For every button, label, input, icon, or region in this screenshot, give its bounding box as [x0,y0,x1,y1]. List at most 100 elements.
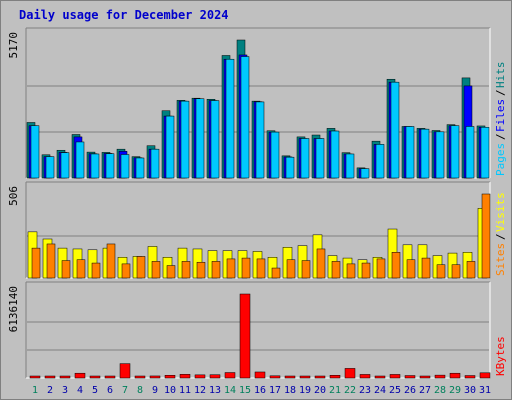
sites-bar-day-28 [436,264,446,279]
sites-bar-day-30 [466,261,476,279]
x-tick-label-day-13: 13 [209,385,221,396]
sites-bar-day-21 [331,261,341,279]
pages-bar-day-31 [480,127,490,179]
sites-bar-day-4 [76,259,86,279]
kbytes-bar-day-13 [209,374,221,379]
kbytes-bar-day-16 [254,371,266,379]
kbytes-bar-day-10 [164,375,176,379]
kbytes-bar-day-20 [314,375,326,379]
kbytes-bar-day-4 [74,372,86,379]
pages-bar-day-12 [195,98,205,179]
kbytes-bar-day-28 [434,374,446,379]
panel-3-ymax-label: 6136140 [7,286,20,332]
x-tick-label-day-21: 21 [329,385,341,396]
x-tick-label-day-17: 17 [269,385,281,396]
pages-bar-day-1 [30,125,40,179]
pages-bar-day-25 [390,81,400,179]
pages-bar-day-22 [345,153,355,179]
sites-bar-day-7 [121,263,131,279]
sites-bar-day-20 [316,248,326,279]
sites-bar-day-22 [346,263,356,279]
sites-bar-day-16 [256,258,266,279]
pages-bar-day-7 [120,154,130,179]
x-tick-label-day-29: 29 [449,385,461,396]
sites-bar-day-2 [46,243,56,279]
sites-bar-day-29 [451,264,461,279]
sites-bar-day-11 [181,261,191,279]
x-tick-label-day-2: 2 [47,385,53,396]
panel-2-legend-sites: Sites [494,243,507,276]
pages-bar-day-4 [75,141,85,179]
x-tick-label-day-11: 11 [179,385,191,396]
pages-bar-day-27 [420,128,430,179]
sites-bar-day-18 [286,259,296,279]
panel-1-legend-separator: / [494,133,507,140]
panel-1-ymax-label: 5170 [7,32,20,59]
sites-bar-day-3 [61,260,71,279]
sites-bar-day-8 [136,256,146,279]
pages-bar-day-21 [330,130,340,179]
pages-bar-day-20 [315,138,325,179]
x-tick-label-day-15: 15 [239,385,251,396]
x-tick-label-day-12: 12 [194,385,206,396]
pages-bar-day-3 [60,152,70,179]
x-tick-label-day-8: 8 [137,385,143,396]
pages-bar-day-18 [285,156,295,179]
x-tick-label-day-16: 16 [254,385,266,396]
panel-2-ymax-label: 506 [7,186,20,206]
pages-bar-day-26 [405,126,415,179]
panel-1-legend-files: Files [494,99,507,132]
x-tick-label-day-23: 23 [359,385,371,396]
kbytes-bar-day-31 [479,372,491,379]
chart-title: Daily usage for December 2024 [19,8,229,22]
panel-1-legend-hits: Hits [494,62,507,89]
x-tick-label-day-28: 28 [434,385,446,396]
panel-3-legend-kbytes: KBytes [494,336,507,376]
x-tick-label-day-31: 31 [479,385,491,396]
kbytes-bar-day-17 [269,375,281,379]
x-tick-label-day-25: 25 [389,385,401,396]
x-tick-label-day-6: 6 [107,385,113,396]
pages-bar-day-13 [210,100,220,179]
kbytes-bar-day-23 [359,374,371,379]
panel-1-legend-pages: Pages [494,143,507,176]
kbytes-bar-day-18 [284,375,296,379]
sites-bar-day-25 [391,252,401,279]
x-tick-label-day-4: 4 [77,385,83,396]
sites-bar-day-5 [91,262,101,279]
x-tick-label-day-10: 10 [164,385,176,396]
sites-bar-day-9 [151,261,161,279]
panel-2-legend-visits: Visits [494,192,507,232]
sites-bar-day-17 [271,267,281,279]
kbytes-bar-day-21 [329,375,341,379]
pages-bar-day-2 [45,156,55,179]
sites-bar-day-31 [481,193,491,279]
kbytes-bar-day-15 [239,293,251,379]
x-tick-label-day-26: 26 [404,385,416,396]
kbytes-bar-day-24 [374,375,386,379]
panel-2-legend-separator: / [494,233,507,240]
kbytes-bar-day-2 [44,375,56,379]
sites-bar-day-15 [241,257,251,279]
sites-bar-day-23 [361,262,371,279]
pages-bar-day-5 [90,153,100,179]
pages-bar-day-16 [255,101,265,179]
x-tick-label-day-14: 14 [224,385,236,396]
kbytes-bar-day-7 [119,363,131,379]
panel-1-legend-separator: / [494,89,507,96]
x-tick-label-day-1: 1 [32,385,38,396]
x-tick-label-day-5: 5 [92,385,98,396]
x-tick-label-day-27: 27 [419,385,431,396]
pages-bar-day-19 [300,138,310,179]
kbytes-bar-day-6 [104,375,116,379]
x-tick-label-day-24: 24 [374,385,386,396]
pages-bar-day-11 [180,100,190,179]
kbytes-bar-day-1 [29,375,41,379]
x-tick-label-day-30: 30 [464,385,476,396]
pages-bar-day-9 [150,148,160,179]
sites-bar-day-1 [31,247,41,279]
sites-bar-day-19 [301,260,311,279]
sites-bar-day-24 [376,258,386,279]
pages-bar-day-17 [270,131,280,179]
